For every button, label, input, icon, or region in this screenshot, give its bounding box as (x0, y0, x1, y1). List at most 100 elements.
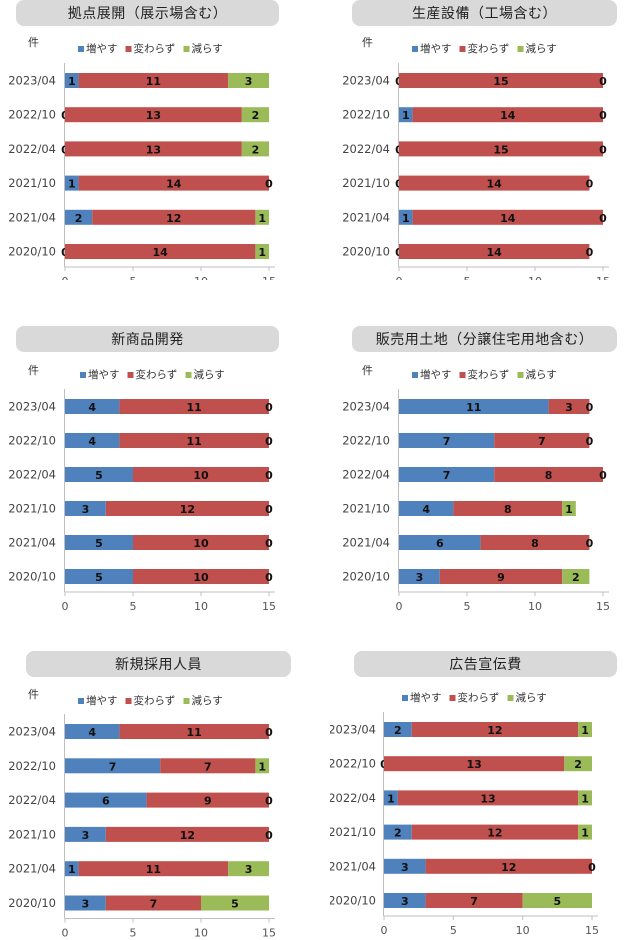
data-label: 0 (586, 435, 594, 448)
bar-same (133, 467, 269, 482)
data-label: 5 (95, 537, 103, 550)
data-label: 0 (265, 503, 273, 516)
x-tick-label: 15 (262, 600, 276, 610)
bar-dec (564, 756, 592, 772)
x-tick-label: 0 (381, 924, 388, 937)
data-label: 10 (193, 469, 209, 482)
data-label: 3 (82, 898, 90, 911)
data-label: 1 (68, 863, 76, 876)
x-tick-label: 5 (464, 600, 471, 610)
bar-inc (65, 175, 79, 191)
x-tick-label: 5 (130, 927, 137, 939)
data-label: 12 (180, 503, 195, 516)
category-label: 2022/10 (8, 108, 56, 122)
unit-label: 件 (362, 36, 373, 49)
data-label: 2 (75, 212, 83, 225)
bar-same (494, 433, 590, 448)
legend-swatch-same (127, 372, 134, 378)
data-label: 0 (599, 212, 607, 225)
bar-inc (65, 826, 106, 842)
legend-label-same: 変わらず (458, 691, 500, 704)
bar-inc (399, 501, 454, 516)
data-label: 13 (466, 758, 481, 771)
category-label: 2021/04 (8, 210, 56, 224)
bar-dec (255, 758, 269, 774)
bar-inc (399, 467, 495, 482)
data-label: 2 (252, 109, 260, 122)
bar-same (384, 756, 565, 772)
category-label: 2020/10 (342, 570, 390, 584)
bar-inc (65, 792, 147, 808)
data-label: 14 (487, 246, 503, 259)
data-label: 2 (572, 571, 580, 584)
legend-label-same: 変わらず (468, 42, 510, 55)
x-tick-label: 15 (262, 275, 276, 280)
category-label: 2021/10 (8, 502, 56, 516)
data-label: 7 (109, 760, 117, 773)
bar-same (78, 175, 269, 191)
bar-same (105, 895, 201, 911)
bar-dec (228, 861, 269, 877)
category-label: 2023/04 (342, 74, 390, 88)
data-label: 7 (470, 895, 478, 908)
data-label: 14 (500, 109, 516, 122)
bar-same (133, 535, 269, 550)
data-label: 7 (204, 760, 212, 773)
bar-same (146, 792, 269, 808)
data-label: 1 (68, 178, 76, 191)
bar-inc (399, 535, 481, 550)
legend-swatch-dec (507, 695, 514, 701)
bar-inc (65, 535, 133, 550)
category-label: 2023/04 (330, 723, 376, 737)
data-label: 15 (493, 75, 508, 88)
bar-dec (578, 824, 592, 840)
bar-same (119, 433, 270, 448)
legend-swatch-inc (412, 372, 418, 378)
bar-same (439, 569, 563, 584)
data-label: 13 (146, 143, 161, 156)
bar-same (119, 399, 270, 414)
bar-same (119, 724, 270, 739)
bar-dec (578, 790, 592, 806)
bar-same (78, 861, 229, 877)
x-tick-label: 15 (596, 600, 610, 610)
category-label: 2020/10 (342, 245, 390, 259)
legend-swatch-same (459, 372, 466, 378)
data-label: 12 (487, 827, 502, 840)
category-label: 2021/04 (342, 210, 390, 224)
data-label: 13 (146, 109, 161, 122)
data-label: 3 (401, 861, 409, 874)
x-tick-label: 0 (396, 275, 403, 280)
data-label: 11 (146, 863, 161, 876)
bar-same (453, 501, 563, 516)
legend-swatch-inc (402, 695, 408, 701)
legend-swatch-inc (78, 46, 84, 52)
data-label: 1 (565, 503, 573, 516)
category-label: 2023/04 (8, 74, 56, 88)
data-label: 4 (88, 401, 96, 414)
bar-inc (399, 209, 413, 225)
x-tick-label: 10 (528, 600, 542, 610)
bar-same (65, 244, 256, 259)
chart-title: 新商品開発 (16, 326, 279, 352)
data-label: 5 (95, 469, 103, 482)
category-label: 2022/10 (8, 759, 56, 773)
bar-dec (562, 569, 590, 584)
category-label: 2022/04 (342, 468, 390, 482)
bar-inc (384, 722, 412, 737)
bar-same (411, 824, 579, 840)
category-label: 2023/04 (342, 400, 390, 414)
unit-label: 件 (28, 364, 39, 377)
data-label: 8 (531, 537, 539, 550)
legend-swatch-same (125, 46, 132, 52)
x-tick-label: 15 (262, 927, 276, 939)
stacked-bar-chart: 件増やす変わらず減らす0510152023/0401502022/1011402… (342, 36, 610, 280)
bar-dec (241, 141, 269, 157)
bar-inc (65, 467, 133, 482)
data-label: 2 (394, 827, 402, 840)
legend-label-same: 変わらず (134, 694, 176, 707)
bar-inc (65, 433, 120, 448)
category-label: 2020/10 (8, 896, 56, 910)
data-label: 12 (487, 724, 502, 737)
legend-label-dec: 減らす (192, 42, 223, 55)
